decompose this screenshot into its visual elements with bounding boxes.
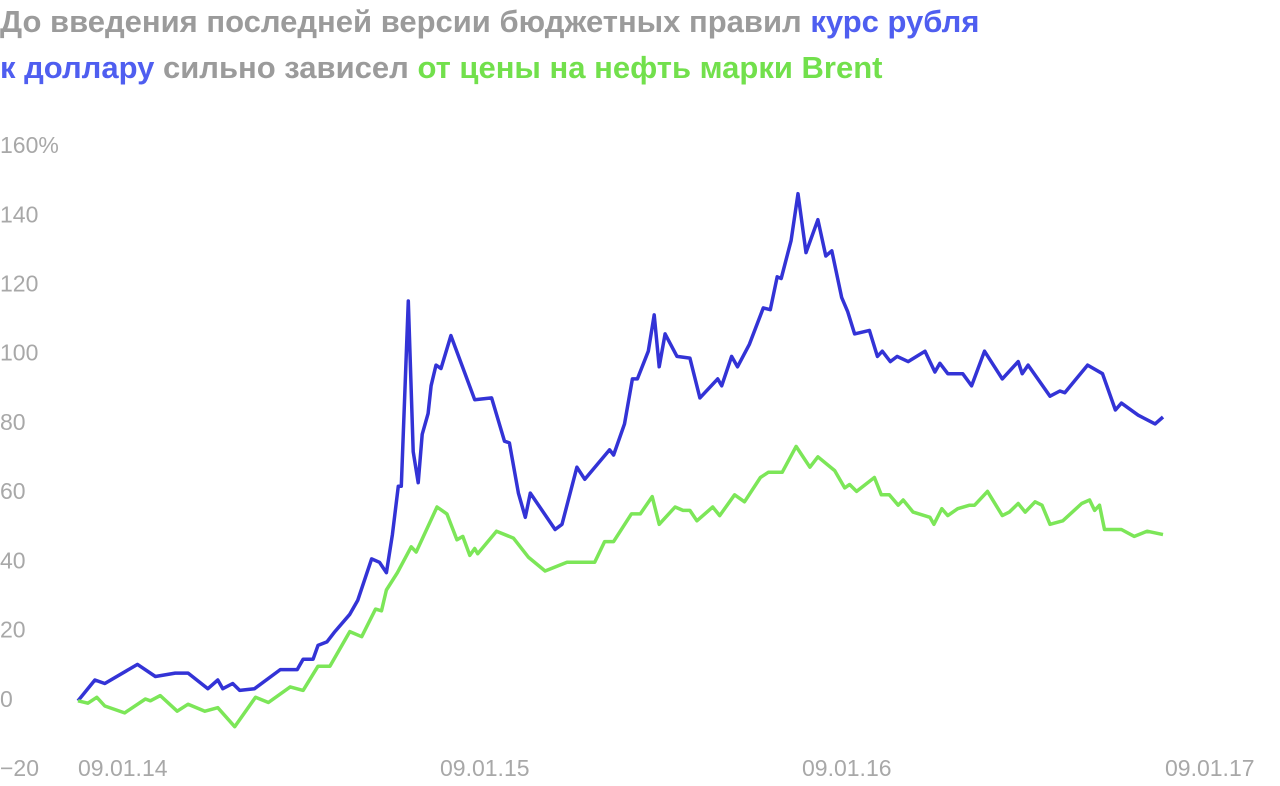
y-tick-label: 0 <box>0 686 13 712</box>
x-tick-label: 09.01.15 <box>440 755 530 781</box>
y-tick-label: 60 <box>0 478 26 504</box>
y-tick-label: −20 <box>0 755 39 781</box>
x-tick-label: 09.01.16 <box>802 755 892 781</box>
y-tick-label: 120 <box>0 271 38 297</box>
x-tick-label: 09.01.17 <box>1165 755 1255 781</box>
y-tick-label: 80 <box>0 409 26 435</box>
y-tick-label: 40 <box>0 547 26 573</box>
chart-title: До введения последней версии бюджетных п… <box>0 4 979 39</box>
data-line <box>76 191 1165 702</box>
title-segment: курс рубля <box>810 4 979 39</box>
title-segment: До введения последней версии бюджетных п… <box>0 4 810 39</box>
y-tick-label: 140 <box>0 201 38 227</box>
data-line <box>77 444 1164 729</box>
title-segment: к доллару <box>0 50 155 85</box>
title-segment: от цены на нефть марки Brent <box>417 50 882 85</box>
y-tick-label: 160% <box>0 132 59 158</box>
title-segment: сильно зависел <box>154 50 417 85</box>
y-tick-label: 100 <box>0 340 38 366</box>
x-tick-label: 09.01.14 <box>78 755 168 781</box>
chart-title: к доллару сильно зависел от цены на нефт… <box>0 50 882 85</box>
y-tick-label: 20 <box>0 617 26 643</box>
